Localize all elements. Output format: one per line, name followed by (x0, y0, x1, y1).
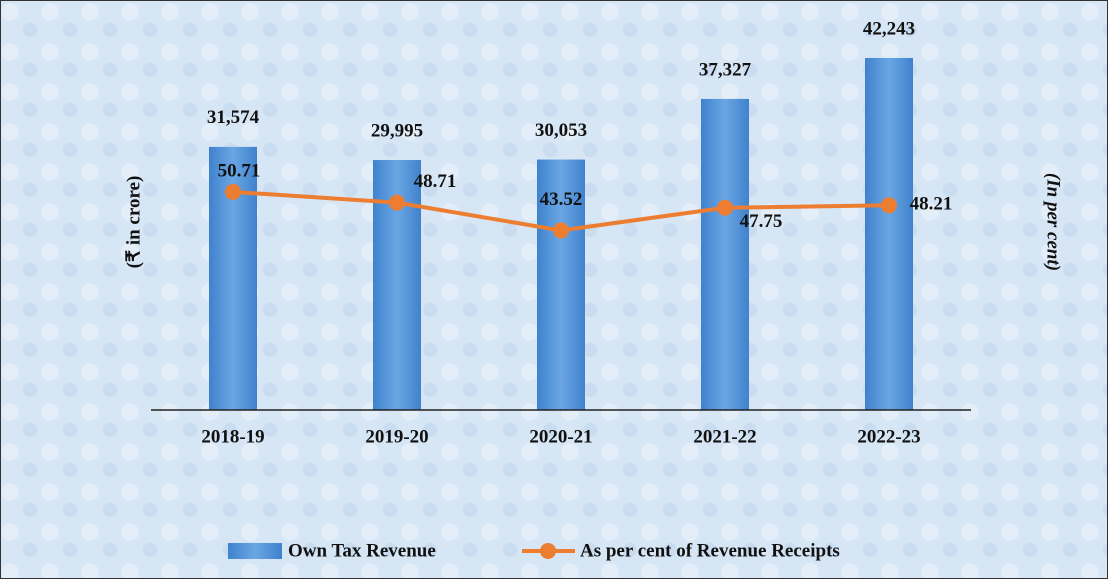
line-value-label: 48.21 (910, 194, 953, 215)
x-tick-label: 2019-20 (365, 426, 428, 447)
line-point (717, 199, 733, 216)
y-axis-label: (₹ in crore) (123, 176, 144, 269)
line-value-label: 47.75 (740, 211, 783, 232)
bar-value-label: 29,995 (371, 120, 423, 141)
bar (865, 57, 913, 410)
legend-label: Own Tax Revenue (288, 540, 436, 561)
line-value-label: 50.71 (218, 160, 261, 181)
x-tick-label: 2022-23 (857, 426, 920, 447)
y2-axis-label: (In per cent) (1043, 173, 1064, 271)
bar-value-label: 30,053 (535, 120, 587, 141)
legend-swatch (228, 543, 282, 559)
line-value-label: 43.52 (540, 189, 583, 210)
bar (537, 159, 585, 410)
bar-value-label: 42,243 (863, 18, 915, 39)
x-tick-label: 2018-19 (201, 426, 264, 447)
bar-value-label: 31,574 (207, 107, 260, 128)
line-point (389, 194, 405, 211)
bar-value-label: 37,327 (699, 59, 752, 80)
line-value-label: 48.71 (414, 171, 457, 192)
x-tick-label: 2020-21 (529, 426, 592, 447)
x-tick-label: 2021-22 (693, 426, 756, 447)
line-point (553, 222, 569, 239)
line-point (225, 183, 241, 200)
legend-swatch (540, 543, 556, 559)
line-point (881, 197, 897, 214)
legend-label: As per cent of Revenue Receipts (580, 540, 840, 561)
bar (701, 98, 749, 411)
